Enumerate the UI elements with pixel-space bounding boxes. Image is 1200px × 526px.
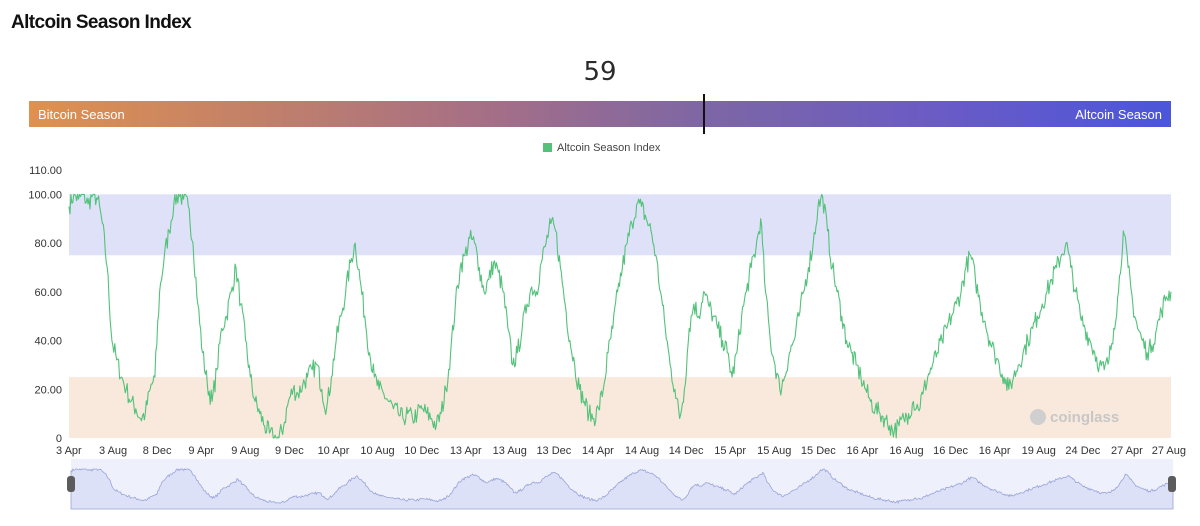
x-tick-label: 16 Aug — [889, 445, 923, 457]
x-tick-label: 3 Apr — [56, 445, 82, 457]
bitcoin-season-label: Bitcoin Season — [38, 107, 125, 122]
x-tick-label: 13 Aug — [493, 445, 527, 457]
x-tick-label: 16 Apr — [847, 445, 879, 457]
range-end-handle[interactable] — [1168, 476, 1176, 492]
altcoin-season-chart: Altcoin Season Index 0 20.00 40.00 60.00 80.… — [28, 142, 1186, 510]
x-tick-label: 16 Apr — [979, 445, 1011, 457]
x-tick-label: 10 Dec — [404, 445, 439, 457]
x-tick-label: 27 Aug — [1152, 445, 1186, 457]
range-start-handle[interactable] — [67, 476, 75, 492]
watermark-text: coinglass — [1050, 408, 1120, 426]
x-tick-label: 27 Apr — [1111, 445, 1143, 457]
x-tick-label: 10 Apr — [318, 445, 350, 457]
y-tick-label: 100.00 — [28, 189, 62, 201]
legend-swatch — [543, 143, 552, 152]
x-tick-label: 10 Aug — [360, 445, 394, 457]
coinglass-logo-icon — [1030, 409, 1046, 425]
y-tick-label: 60.00 — [34, 287, 62, 299]
x-tick-label: 9 Aug — [231, 445, 259, 457]
season-gauge-marker — [703, 94, 705, 134]
season-gauge-bar: Bitcoin Season Altcoin Season — [29, 101, 1171, 127]
altcoin-season-label: Altcoin Season — [1075, 107, 1162, 122]
x-tick-label: 8 Dec — [143, 445, 172, 457]
altcoin-season-index-line — [68, 193, 1172, 439]
x-tick-label: 15 Dec — [801, 445, 836, 457]
x-tick-label: 14 Dec — [669, 445, 704, 457]
range-selector-preview — [70, 468, 1174, 510]
y-tick-label: 110.00 — [29, 165, 62, 177]
x-tick-label: 14 Apr — [582, 445, 614, 457]
x-tick-label: 24 Dec — [1065, 445, 1100, 457]
y-tick-label: 80.00 — [34, 238, 62, 250]
x-tick-label: 3 Aug — [99, 445, 127, 457]
page-title: Altcoin Season Index — [11, 12, 192, 33]
x-tick-label: 19 Aug — [1022, 445, 1056, 457]
legend-label: Altcoin Season Index — [557, 142, 661, 154]
x-tick-label: 16 Dec — [933, 445, 968, 457]
altcoin-season-band — [69, 194, 1171, 256]
y-tick-label: 20.00 — [34, 384, 62, 396]
y-tick-label: 0 — [56, 433, 62, 445]
x-tick-label: 15 Aug — [757, 445, 791, 457]
index-value: 59 — [583, 57, 617, 87]
coinglass-watermark: coinglass — [1030, 405, 1119, 429]
x-tick-label: 9 Apr — [188, 445, 214, 457]
x-tick-label: 9 Dec — [275, 445, 304, 457]
x-tick-label: 15 Apr — [714, 445, 746, 457]
x-tick-label: 13 Apr — [450, 445, 482, 457]
x-tick-label: 14 Aug — [625, 445, 659, 457]
bitcoin-season-band — [69, 377, 1171, 438]
x-tick-label: 13 Dec — [536, 445, 571, 457]
y-tick-label: 40.00 — [34, 336, 62, 348]
